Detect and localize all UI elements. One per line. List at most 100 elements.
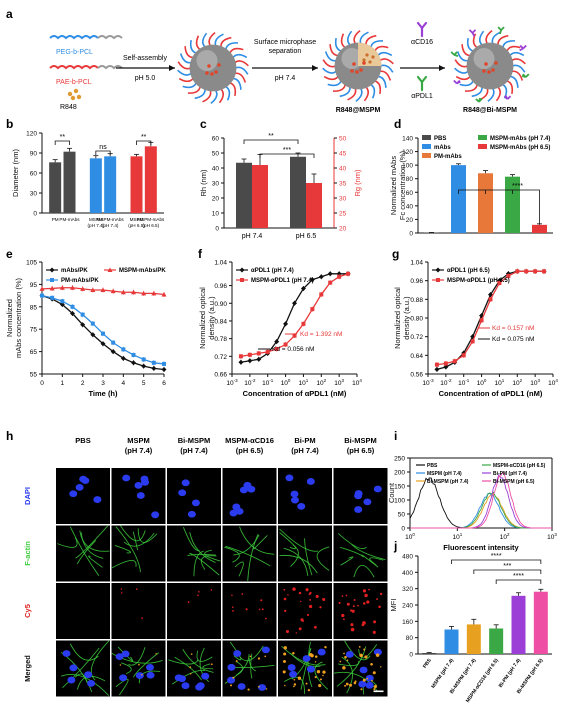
column-header: Bi-MSPM: [178, 436, 211, 445]
data-point: [328, 280, 333, 285]
micelle-chain: [365, 34, 377, 45]
data-point: [80, 312, 85, 317]
nucleus: [146, 671, 155, 679]
micelle-chain: [340, 33, 346, 49]
actin-fiber: [189, 552, 220, 576]
bar-2: [89, 158, 102, 213]
y-tick-label: 20: [339, 226, 347, 233]
micelle-2: [322, 30, 394, 102]
drug-in-core: [365, 53, 369, 57]
cy5-signal: [341, 613, 345, 618]
data-point: [488, 297, 493, 302]
drug-in-core: [371, 55, 375, 59]
data-point: [131, 360, 136, 366]
bar-4: [511, 595, 526, 654]
micelle-chain: [479, 30, 485, 46]
data-point: [319, 292, 324, 297]
cy5-signal: [318, 684, 322, 688]
bound-antibody: [519, 44, 527, 52]
nucleus: [317, 648, 326, 656]
cy5-signal: [189, 673, 192, 675]
micelle-chain: [177, 61, 191, 70]
nucleus: [196, 682, 205, 690]
cy5-signal: [309, 604, 313, 609]
y-tick-label: 85: [30, 304, 38, 311]
micrograph-tile: [278, 525, 332, 582]
drug-dot-core: [350, 69, 354, 73]
sig-c2-label: ***: [283, 147, 291, 154]
data-point: [162, 361, 166, 366]
legend-label: MSPM-mAbs (pH 6.5): [490, 145, 550, 151]
nucleus: [285, 474, 294, 482]
data-point: [111, 340, 116, 345]
micelle-chain: [332, 84, 347, 92]
actin-fiber: [123, 532, 155, 547]
y-tick-label: 120: [26, 131, 37, 138]
tile-background: [333, 583, 388, 639]
data-point: [443, 364, 449, 370]
drug-dot-core: [210, 72, 214, 76]
cy5-signal: [362, 678, 366, 682]
actin-fiber: [235, 660, 244, 676]
sig-j2-label: ***: [503, 563, 511, 570]
y-tick-label: 60: [406, 190, 414, 197]
y-tick-label: 30: [212, 181, 220, 188]
arrow-2-head: [312, 65, 318, 71]
x-tick-label: (pH 6.5): [128, 223, 145, 228]
column-header: (pH 6.5): [347, 446, 375, 455]
micelle-chain: [210, 89, 218, 104]
cy5-signal: [353, 599, 356, 602]
actin-fiber: [200, 555, 217, 570]
data-point: [524, 269, 529, 274]
nucleus: [227, 663, 236, 671]
y-tick-label: 240: [402, 603, 413, 610]
x-axis-label: Concentration of αPDL1 (nM): [439, 389, 543, 398]
data-point: [80, 322, 86, 328]
bound-antibody: [475, 97, 483, 103]
bound-antibody: [521, 73, 530, 78]
micelle-chain: [369, 40, 384, 48]
panel-letter-j: j: [393, 539, 397, 553]
data-point: [50, 295, 55, 300]
actin-fiber: [182, 649, 214, 673]
micelle-chain: [479, 88, 489, 101]
actin-fiber: [80, 532, 104, 559]
micrograph-tile: [278, 640, 332, 697]
x-tick-label: 10-1: [262, 378, 274, 387]
peg-label: PEG-b-PCL: [56, 49, 93, 56]
tile-background: [278, 525, 332, 582]
ab1-label: αCD16: [411, 39, 433, 46]
micelle-chain: [178, 77, 194, 83]
x-tick-label: MSPM: [130, 217, 144, 222]
actin-fiber: [224, 546, 240, 563]
step1-bottom: pH 5.0: [135, 75, 156, 82]
y-tick-label: 55: [30, 372, 38, 379]
tick-exponent: 0: [412, 532, 415, 537]
micelle-chain: [224, 42, 239, 50]
micelle-chain: [464, 84, 479, 92]
cy5-signal: [341, 595, 344, 597]
step2-bottom: pH 7.4: [275, 75, 296, 82]
tick-exponent: 2: [520, 378, 523, 383]
drug-dot-core: [484, 62, 488, 66]
x-tick-label: 100: [405, 532, 415, 541]
nucleus: [289, 670, 298, 678]
nucleus: [345, 650, 354, 658]
cy5-signal: [292, 651, 295, 655]
kd-annotation-1: Kd = 1.392 nM: [300, 331, 342, 338]
micelle-chain: [353, 30, 361, 45]
cy5-signal: [138, 663, 140, 666]
pcl-chain: [97, 35, 123, 40]
x-tick-label: 103: [530, 378, 540, 387]
data-point: [247, 352, 252, 357]
micelle-chain: [177, 69, 192, 76]
micelle-chain: [454, 67, 469, 74]
y-tick-label: 0.88: [410, 297, 423, 304]
bar-1: [451, 165, 466, 233]
nucleus: [287, 664, 296, 671]
y-tick-label: 60: [30, 171, 38, 178]
actin-fiber: [239, 526, 275, 555]
x-tick-label: MSPM-mAbs: [97, 217, 125, 222]
y-tick-label: 10: [212, 211, 220, 218]
